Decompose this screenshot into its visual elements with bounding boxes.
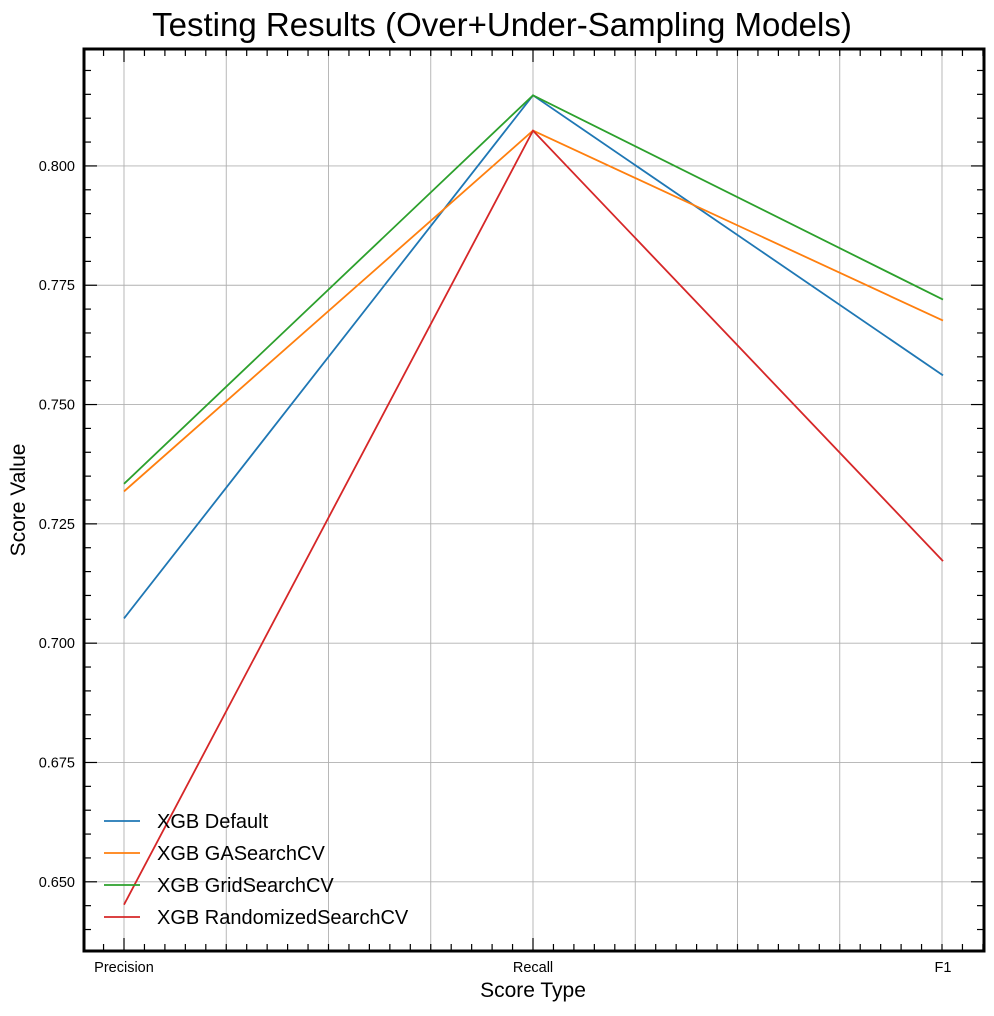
series-line [123,94,944,485]
y-tick-label: 0.650 [39,875,75,891]
y-tick-label: 0.750 [39,398,75,414]
legend: XGB Default XGB GASearchCV XGB GridSearchC… [104,811,409,929]
x-tick-label: Precision [94,960,154,976]
y-tick-label: 0.700 [39,636,75,652]
y-tick-labels: 0.650 0.675 0.700 0.725 0.750 0.775 0.800 [39,159,75,891]
y-tick-label: 0.725 [39,517,75,533]
legend-label: XGB GASearchCV [157,843,326,865]
x-tick-labels: Precision Recall F1 [94,960,951,976]
grid [84,49,984,951]
series-line [123,129,944,906]
chart-title: Testing Results (Over+Under-Sampling Mod… [152,6,852,43]
x-axis-label: Score Type [480,979,586,1002]
series-line [123,129,944,493]
x-tick-label: Recall [513,960,553,976]
series-lines [123,94,944,906]
y-axis-label: Score Value [7,444,30,557]
y-tick-label: 0.800 [39,159,75,175]
legend-label: XGB Default [157,811,269,833]
y-tick-label: 0.775 [39,278,75,294]
x-tick-label: F1 [935,960,952,976]
plot-frame [82,47,986,953]
series-line [123,94,944,619]
legend-label: XGB GridSearchCV [157,875,334,897]
legend-label: XGB RandomizedSearchCV [157,907,409,929]
y-tick-label: 0.675 [39,755,75,771]
